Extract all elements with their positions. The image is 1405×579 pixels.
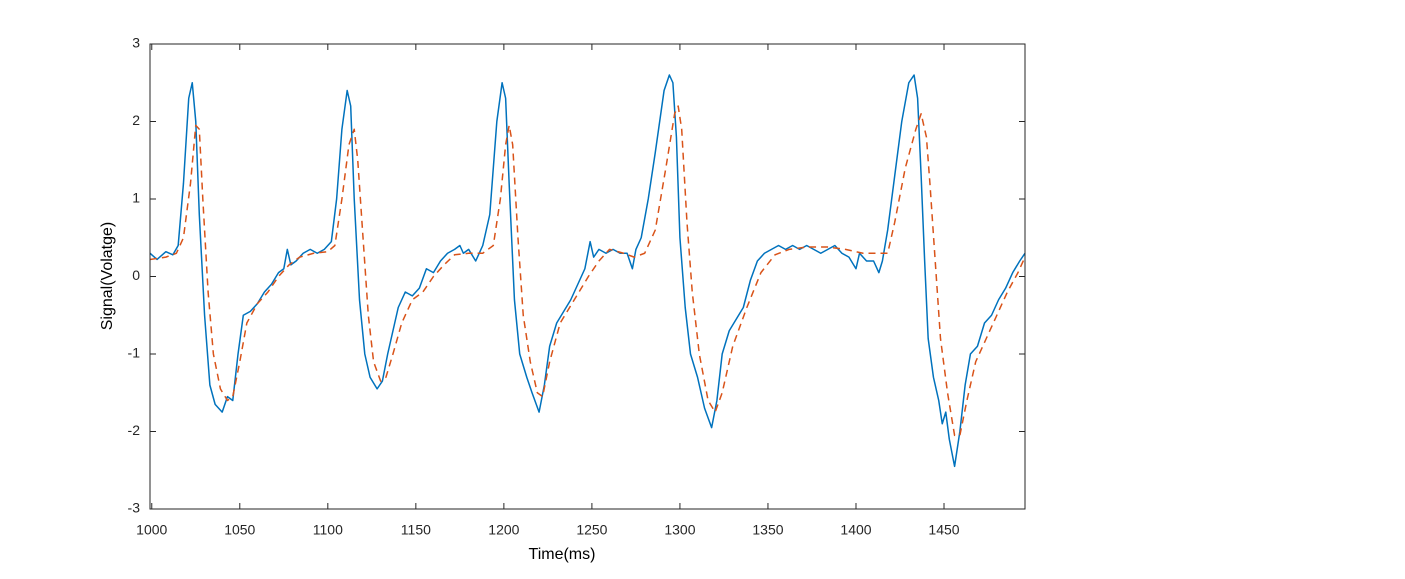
x-tick-label: 1400 <box>840 522 871 538</box>
y-tick-label: 1 <box>132 190 140 206</box>
y-tick-label: -1 <box>128 345 141 361</box>
x-tick-label: 1150 <box>401 522 431 538</box>
x-tick-label: 1250 <box>576 522 607 538</box>
y-tick-label: 0 <box>132 267 140 283</box>
x-tick-label: 1350 <box>752 522 783 538</box>
x-tick-label: 1200 <box>488 522 519 538</box>
y-tick-label: 2 <box>132 112 140 128</box>
x-tick-label: 1000 <box>136 522 167 538</box>
x-tick-label: 1050 <box>224 522 255 538</box>
data-line <box>149 74 1026 468</box>
y-axis-label: Signal(Volatge) <box>99 222 116 331</box>
plot-area <box>150 44 1025 509</box>
x-tick-label: 1300 <box>664 522 695 538</box>
y-tick-label: -3 <box>128 500 141 516</box>
plot-frame <box>149 43 1026 510</box>
x-axis-label: Time(ms) <box>529 546 596 563</box>
y-tick-label: 3 <box>132 35 140 51</box>
x-tick-label: 1100 <box>313 522 343 538</box>
y-tick-label: -2 <box>128 422 141 438</box>
data-line <box>149 105 1026 437</box>
x-tick-label: 1450 <box>928 522 959 538</box>
